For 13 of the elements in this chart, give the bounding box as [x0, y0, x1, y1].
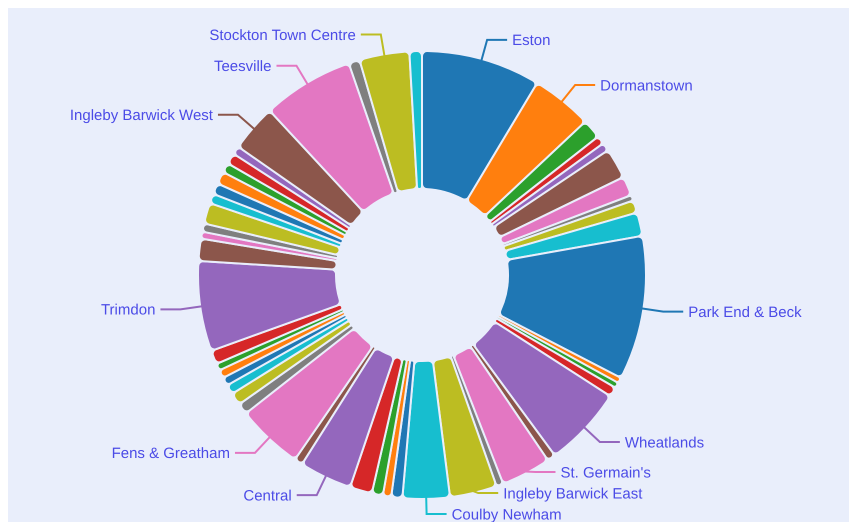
slice-label: Wheatlands	[624, 434, 704, 452]
slice-label: Park End & Beck	[688, 304, 802, 321]
slice-label: Stockton Town Centre	[209, 26, 356, 44]
slice-label: St. Germain's	[560, 464, 651, 482]
slice-label: Central	[243, 487, 292, 504]
slice-label: Fens & Greatham	[112, 445, 230, 462]
slice-label: Eston	[512, 32, 550, 50]
slice-label: Ingleby Barwick East	[503, 485, 644, 502]
slice-label: Ingleby Barwick West	[70, 107, 214, 124]
slice-label: Coulby Newham	[452, 506, 562, 524]
slice-label: Dormanstown	[600, 77, 693, 94]
slice-label: Trimdon	[100, 302, 156, 319]
slice-label: Teesville	[214, 58, 272, 76]
